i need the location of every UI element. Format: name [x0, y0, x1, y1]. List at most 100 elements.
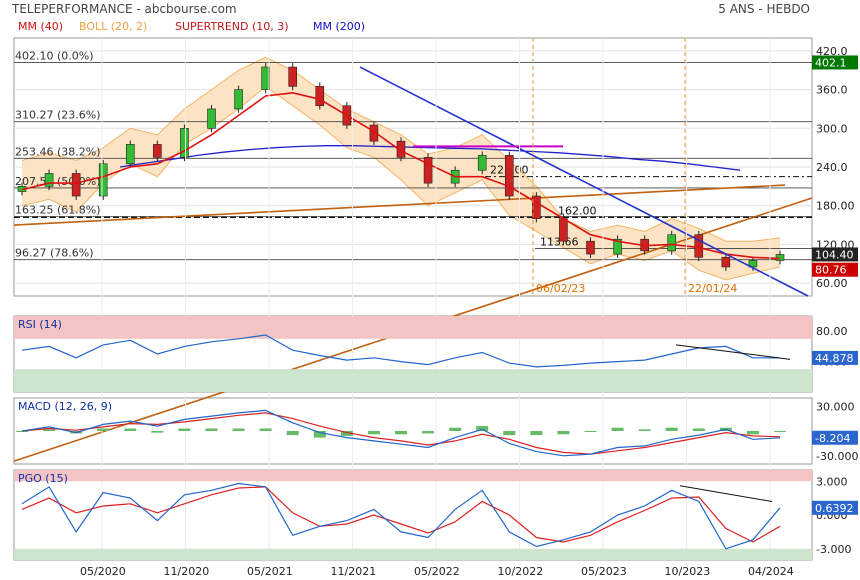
fib-level-label: 96.27 (78.6%) [15, 247, 94, 260]
macd-histogram-bar [692, 428, 705, 431]
price-tick-label: 60.00 [816, 277, 848, 290]
price-tick-label: 300.0 [816, 122, 848, 135]
x-axis-tick-label: 10/2022 [498, 565, 544, 578]
macd-histogram-bar [124, 428, 137, 431]
rsi-value-badge [812, 350, 858, 365]
candle-body [504, 155, 514, 197]
macd-value-label: -8.204 [815, 432, 850, 445]
candle-body [180, 128, 189, 158]
price-annotation: 113.66 [540, 235, 579, 248]
fib-level-label: 253.46 (38.2%) [15, 145, 101, 158]
macd-line [21, 409, 781, 457]
macd-histogram-bar [178, 428, 191, 431]
macd-histogram-bar [503, 431, 516, 436]
price-badge [812, 247, 858, 262]
candle-body [586, 240, 595, 255]
rsi-tick-label: 80.00 [816, 325, 848, 338]
macd-histogram-bar [205, 428, 218, 431]
macd-histogram-bar [557, 431, 570, 435]
pgo-panel [13, 469, 813, 561]
price-annotation: 162.00 [558, 204, 597, 217]
macd-histogram-bar [232, 428, 245, 431]
candle-body [71, 173, 81, 197]
candle-body [423, 157, 433, 184]
fib-level-label: 163.25 (61.8%) [15, 204, 101, 217]
pgo-title: PGO (15) [18, 472, 68, 485]
pgo-tick-label: 3.000 [816, 475, 848, 488]
macd-histogram-bar [340, 431, 353, 436]
pgo-divergence-line [679, 485, 773, 502]
pgo-value-label: 0.6392 [815, 502, 854, 515]
blue-downtrend-line [359, 66, 809, 297]
x-axis-tick-label: 05/2020 [80, 565, 126, 578]
pgo-overbought-band [14, 470, 812, 482]
macd-title: MACD (12, 26, 9) [18, 400, 112, 413]
macd-histogram-bar [286, 431, 299, 436]
candle-body [261, 66, 270, 90]
macd-tick-label: 30.000 [816, 400, 855, 413]
indicator-legend-label: BOLL (20, 2) [79, 20, 147, 33]
bollinger-lower-line [21, 85, 781, 281]
candle-body [98, 163, 108, 197]
price-badge-label: 80.76 [815, 264, 847, 277]
candle-body [477, 155, 487, 171]
x-axis-tick-label: 05/2021 [247, 565, 293, 578]
macd-histogram-bar [665, 427, 678, 431]
candle-body [559, 218, 568, 242]
candle-body [153, 144, 162, 158]
x-axis-tick-label: 04/2024 [748, 565, 794, 578]
price-badge [812, 262, 858, 277]
price-badge-label: 402.1 [815, 56, 847, 69]
fib-level-label: 310.27 (23.6%) [15, 109, 101, 122]
candle-body [234, 89, 243, 110]
date-marker-label: 06/02/23 [536, 282, 585, 295]
candle-body [125, 144, 135, 165]
candle-body [369, 124, 379, 142]
pgo-oversold-band [14, 548, 812, 560]
candle-body [721, 256, 731, 268]
macd-histogram-bar [16, 431, 28, 432]
macd-histogram-bar [97, 428, 110, 431]
x-axis-tick-label: 05/2022 [414, 565, 460, 578]
candle-body [44, 173, 54, 187]
fib-level-label: 402.10 (0.0%) [15, 49, 94, 62]
macd-histogram-bar [449, 427, 462, 431]
indicator-legend-label: SUPERTREND (10, 3) [175, 20, 289, 33]
macd-histogram-bar [151, 431, 164, 433]
pgo-line [21, 482, 781, 550]
ma40-line [21, 91, 781, 260]
x-axis-tick-label: 10/2023 [665, 565, 711, 578]
macd-histogram-bar [259, 428, 272, 431]
macd-histogram-bar [476, 426, 489, 431]
macd-tick-label: -30.000 [816, 450, 858, 463]
candle-body [396, 140, 406, 158]
macd-histogram-bar [638, 429, 651, 431]
price-tick-label: 240.0 [816, 161, 848, 174]
rsi-overbought-band [14, 316, 812, 339]
pgo-tick-label: -3.000 [816, 543, 851, 556]
candle-body [207, 108, 216, 129]
bollinger-upper-line [21, 56, 781, 242]
rsi-divergence-line [675, 344, 791, 360]
indicator-legend-label: MM (40) [18, 20, 63, 33]
indicator-legend-label: MM (200) [313, 20, 365, 33]
x-axis-tick-label: 11/2021 [331, 565, 377, 578]
candle-body [288, 66, 298, 87]
x-axis-tick-label: 11/2020 [164, 565, 210, 578]
candle-body [613, 238, 622, 255]
macd-histogram-bar [367, 431, 380, 435]
date-marker-label: 22/01/24 [688, 282, 737, 295]
macd-histogram-bar [611, 427, 624, 431]
brown-trendline-upper [13, 184, 786, 226]
x-axis-tick-label: 05/2023 [581, 565, 627, 578]
candle-body [667, 234, 677, 252]
macd-histogram-bar [746, 431, 759, 435]
rsi-title: RSI (14) [18, 318, 62, 331]
candle-body [532, 195, 541, 219]
chart-title: TELEPERFORMANCE - abcbourse.com [12, 2, 237, 16]
rsi-line [21, 334, 781, 368]
rsi-value-label: 44.878 [815, 352, 854, 365]
macd-histogram-bar [43, 429, 56, 431]
price-tick-label: 180.00 [816, 200, 855, 213]
